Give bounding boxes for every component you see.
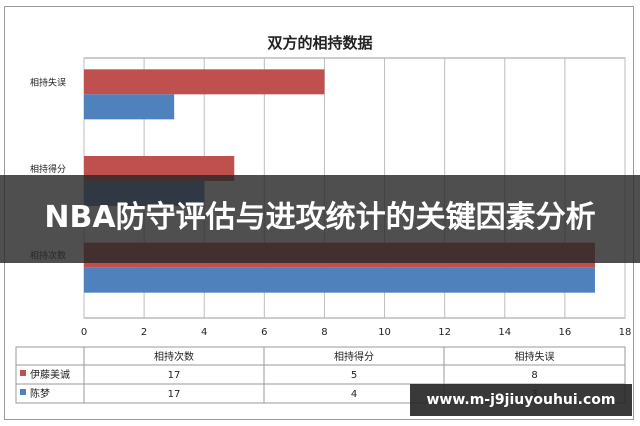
legend-key (20, 389, 26, 395)
data-table (15, 346, 626, 404)
category-label: 相持得分 (30, 163, 66, 175)
headline-text: NBA防守评估与进攻统计的关键因素分析 (44, 200, 596, 235)
headline-banner (0, 175, 640, 263)
x-tick-label: 12 (438, 327, 451, 338)
table-cell: 4 (351, 389, 357, 400)
x-tick-label: 4 (201, 327, 207, 338)
x-tick-label: 0 (81, 327, 87, 338)
x-tick-label: 14 (498, 327, 511, 338)
chart-title: 双方的相持数据 (267, 34, 372, 52)
table-cell: 17 (168, 389, 181, 400)
table-row-name: 伊藤美诚 (30, 368, 70, 381)
bar-blue (84, 267, 595, 293)
table-header: 相持得分 (334, 350, 374, 363)
table-header: 相持失误 (515, 350, 555, 363)
table-row-name: 陈梦 (30, 387, 50, 400)
bar-red (84, 69, 325, 95)
category-label: 相持失误 (30, 76, 66, 88)
table-header: 相持次数 (154, 350, 194, 363)
url-watermark-box (410, 384, 632, 416)
x-tick-label: 2 (141, 327, 147, 338)
table-cell: 8 (531, 370, 537, 381)
url-watermark: www.m-j9jiuyouhui.com (426, 392, 616, 408)
x-tick-label: 18 (619, 327, 632, 338)
x-tick-label: 6 (261, 327, 267, 338)
x-tick-label: 10 (378, 327, 391, 338)
x-tick-label: 8 (321, 327, 327, 338)
table-cell: 5 (351, 370, 357, 381)
legend-key (20, 370, 26, 376)
bar-blue (84, 94, 175, 120)
table-cell: 17 (168, 370, 181, 381)
x-tick-label: 16 (559, 327, 572, 338)
